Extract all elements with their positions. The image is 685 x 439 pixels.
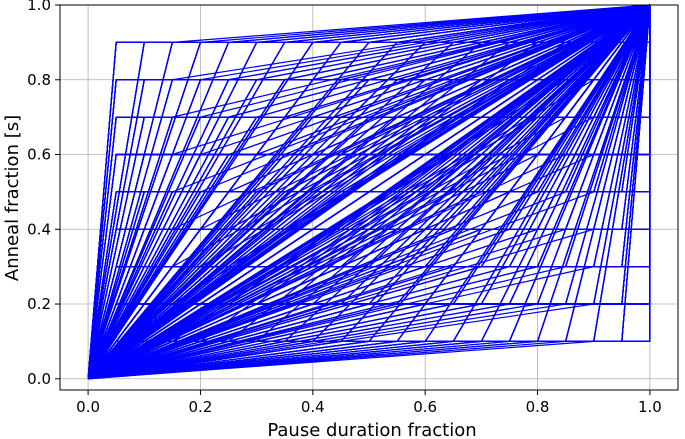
x-tick-label: 0.6 [413,398,437,416]
x-tick-label: 0.0 [76,398,100,416]
x-axis-label: Pause duration fraction [267,420,476,439]
y-tick-label: 0.6 [27,146,51,164]
y-tick-label: 0.8 [27,71,51,89]
x-axis: 0.0 0.2 0.4 0.6 0.8 1.0 [76,390,662,416]
y-axis: 0.0 0.2 0.4 0.6 0.8 1.0 [27,0,60,388]
x-tick-label: 0.2 [189,398,213,416]
x-tick-label: 1.0 [638,398,662,416]
y-tick-label: 1.0 [27,0,51,14]
x-tick-label: 0.4 [301,398,325,416]
y-axis-label: Anneal fraction [s] [2,115,23,281]
schedule-line [87,5,651,379]
curves [87,4,651,380]
y-tick-label: 0.0 [27,370,51,388]
y-tick-label: 0.2 [27,295,51,313]
plot-frame [59,4,679,391]
x-tick-label: 0.8 [526,398,550,416]
y-tick-label: 0.4 [27,220,51,238]
